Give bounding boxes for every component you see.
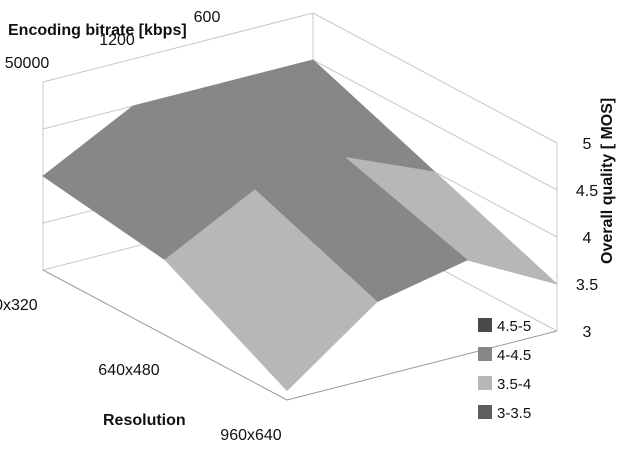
legend-label: 3.5-4 xyxy=(497,376,531,393)
gridline-back-wall xyxy=(312,12,558,144)
legend-swatch xyxy=(478,376,492,390)
floor-edge xyxy=(42,269,288,401)
legend: 4.5-5 4-4.5 3.5-4 3-3.5 xyxy=(478,318,531,422)
y-tick-label: 50000 xyxy=(5,55,50,72)
gridline-left-wall xyxy=(42,12,314,83)
surface-facet xyxy=(163,259,378,392)
x-tick-label: 480x320 xyxy=(0,297,38,314)
legend-label: 3-3.5 xyxy=(497,405,531,422)
z-tick-label: 4.5 xyxy=(576,183,598,200)
y-tick-label: 300 xyxy=(284,0,311,3)
z-tick-label: 5 xyxy=(583,136,592,153)
z-tick-label: 3 xyxy=(583,324,592,341)
z-tick-label: 3.5 xyxy=(576,277,598,294)
floor-edge xyxy=(286,330,558,401)
z-tick-label: 4 xyxy=(583,230,592,247)
legend-label: 4.5-5 xyxy=(497,318,531,335)
x-tick-label: 640x480 xyxy=(98,362,159,379)
legend-swatch xyxy=(478,405,492,419)
z-axis-title: Overall quality [ MOS] xyxy=(599,98,616,264)
y-axis-title: Encoding bitrate [kbps] xyxy=(8,22,187,39)
legend-label: 4-4.5 xyxy=(497,347,531,364)
gridline-back-wall xyxy=(312,59,558,191)
x-axis-title: Resolution xyxy=(103,412,186,429)
surface xyxy=(41,59,558,392)
y-tick-label: 1200 xyxy=(99,32,135,49)
legend-swatch xyxy=(478,347,492,361)
x-tick-label: 960x640 xyxy=(220,427,281,444)
y-tick-label: 600 xyxy=(194,9,221,26)
legend-swatch xyxy=(478,318,492,332)
